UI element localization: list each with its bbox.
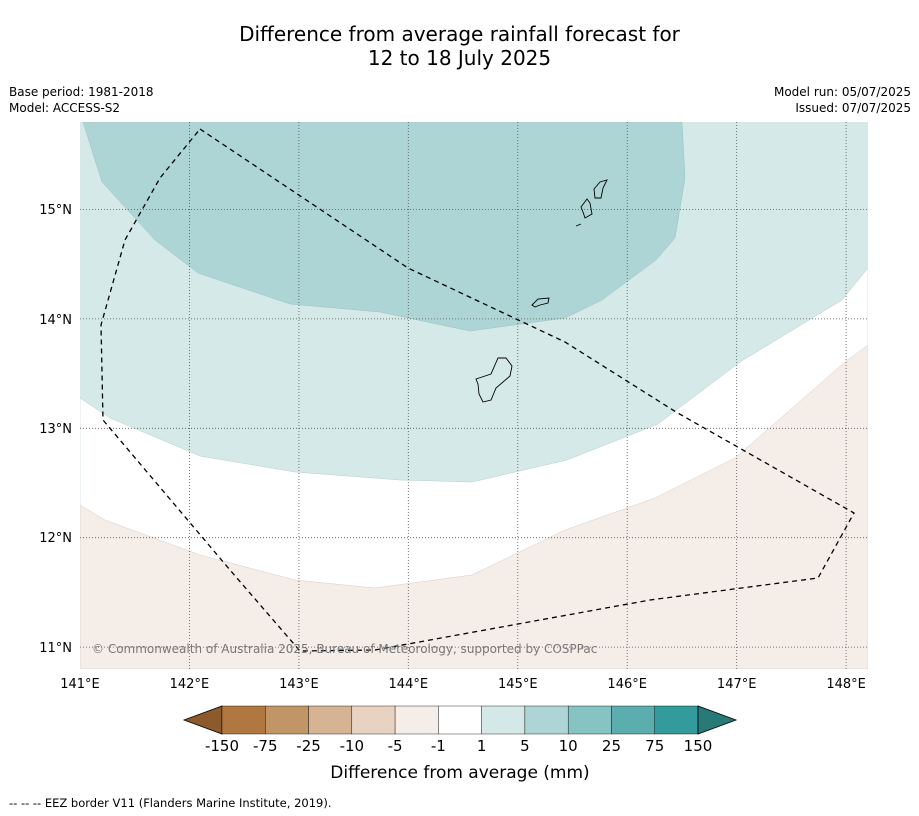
copyright-text: © Commonwealth of Australia 2025, Bureau…: [92, 642, 597, 656]
axis-labels: 141°E 142°E 143°E 144°E 145°E 146°E 147°…: [39, 203, 866, 692]
anomaly-band-5-to-10: [82, 122, 686, 332]
footer-note: -- -- -- EEZ border V11 (Flanders Marine…: [9, 796, 332, 810]
aguijan-island: [575, 223, 582, 227]
colorbar-tick-label: 1: [477, 737, 487, 755]
saipan-island: [593, 179, 608, 199]
lat-tick-13: 13°N: [39, 422, 72, 437]
colorbar-tick-label: 10: [559, 737, 578, 755]
colorbar-tick-label: 150: [684, 737, 713, 755]
eez-border: [100, 128, 855, 652]
colorbar-tick-label: -5: [388, 737, 403, 755]
colorbar-segment: [351, 705, 396, 735]
title-line-1: Difference from average rainfall forecas…: [239, 22, 680, 46]
gridlines: [80, 122, 868, 669]
colorbar-tick-labels: -150 -75 -25 -10 -5 -1 1 5 10 25 75 150: [205, 737, 712, 755]
colorbar-segment: [221, 705, 266, 735]
lat-tick-15: 15°N: [39, 203, 72, 218]
colorbar-tick-label: -10: [340, 737, 365, 755]
colorbar-segment: [265, 705, 309, 735]
colorbar-segment: [611, 705, 655, 735]
colorbar-tick-label: 25: [602, 737, 621, 755]
colorbar: [182, 705, 738, 735]
lon-tick-141: 141°E: [60, 677, 100, 692]
lon-tick-144: 144°E: [389, 677, 429, 692]
lon-tick-145: 145°E: [498, 677, 538, 692]
lon-tick-148: 148°E: [826, 677, 866, 692]
anomaly-band-minus5-to-minus1: [80, 344, 868, 669]
colorbar-extend-high: [697, 705, 738, 735]
colorbar-segment: [308, 705, 353, 735]
colorbar-label: Difference from average (mm): [330, 763, 589, 783]
colorbar-tick-label: -1: [431, 737, 446, 755]
islands: [475, 179, 608, 403]
tinian-island: [580, 198, 593, 219]
model-run-text: Model run: 05/07/2025: [773, 85, 911, 99]
colorbar-segment: [394, 705, 439, 735]
map-area: © Commonwealth of Australia 2025, Bureau…: [80, 122, 868, 669]
lon-tick-143: 143°E: [279, 677, 319, 692]
issued-text: Issued: 07/07/2025: [795, 101, 911, 115]
rota-island: [531, 297, 550, 308]
base-period-text: Base period: 1981-2018: [9, 85, 154, 99]
colorbar-segment: [481, 705, 526, 735]
guam-island: [475, 357, 513, 403]
lon-tick-147: 147°E: [717, 677, 757, 692]
lat-tick-11: 11°N: [39, 641, 72, 656]
colorbar-tick-label: 5: [520, 737, 530, 755]
colorbar-tick-label: -150: [205, 737, 239, 755]
colorbar-tick-label: 75: [645, 737, 664, 755]
colorbar-segment: [654, 705, 699, 735]
colorbar-tick-label: -25: [296, 737, 321, 755]
lat-tick-14: 14°N: [39, 313, 72, 328]
lat-tick-12: 12°N: [39, 531, 72, 546]
colorbar-tick-label: -75: [253, 737, 278, 755]
title-line-2: 12 to 18 July 2025: [367, 46, 552, 70]
model-text: Model: ACCESS-S2: [9, 101, 121, 115]
meta-right: Model run: 05/07/2025 Issued: 07/07/2025: [774, 84, 911, 116]
colorbar-extend-low: [182, 705, 223, 735]
meta-left: Base period: 1981-2018 Model: ACCESS-S2: [9, 84, 154, 116]
lon-tick-142: 142°E: [170, 677, 210, 692]
colorbar-segment: [567, 705, 612, 735]
chart-title: Difference from average rainfall forecas…: [0, 22, 919, 70]
lon-tick-146: 146°E: [607, 677, 647, 692]
colorbar-segment: [438, 705, 482, 735]
colorbar-segment: [524, 705, 569, 735]
